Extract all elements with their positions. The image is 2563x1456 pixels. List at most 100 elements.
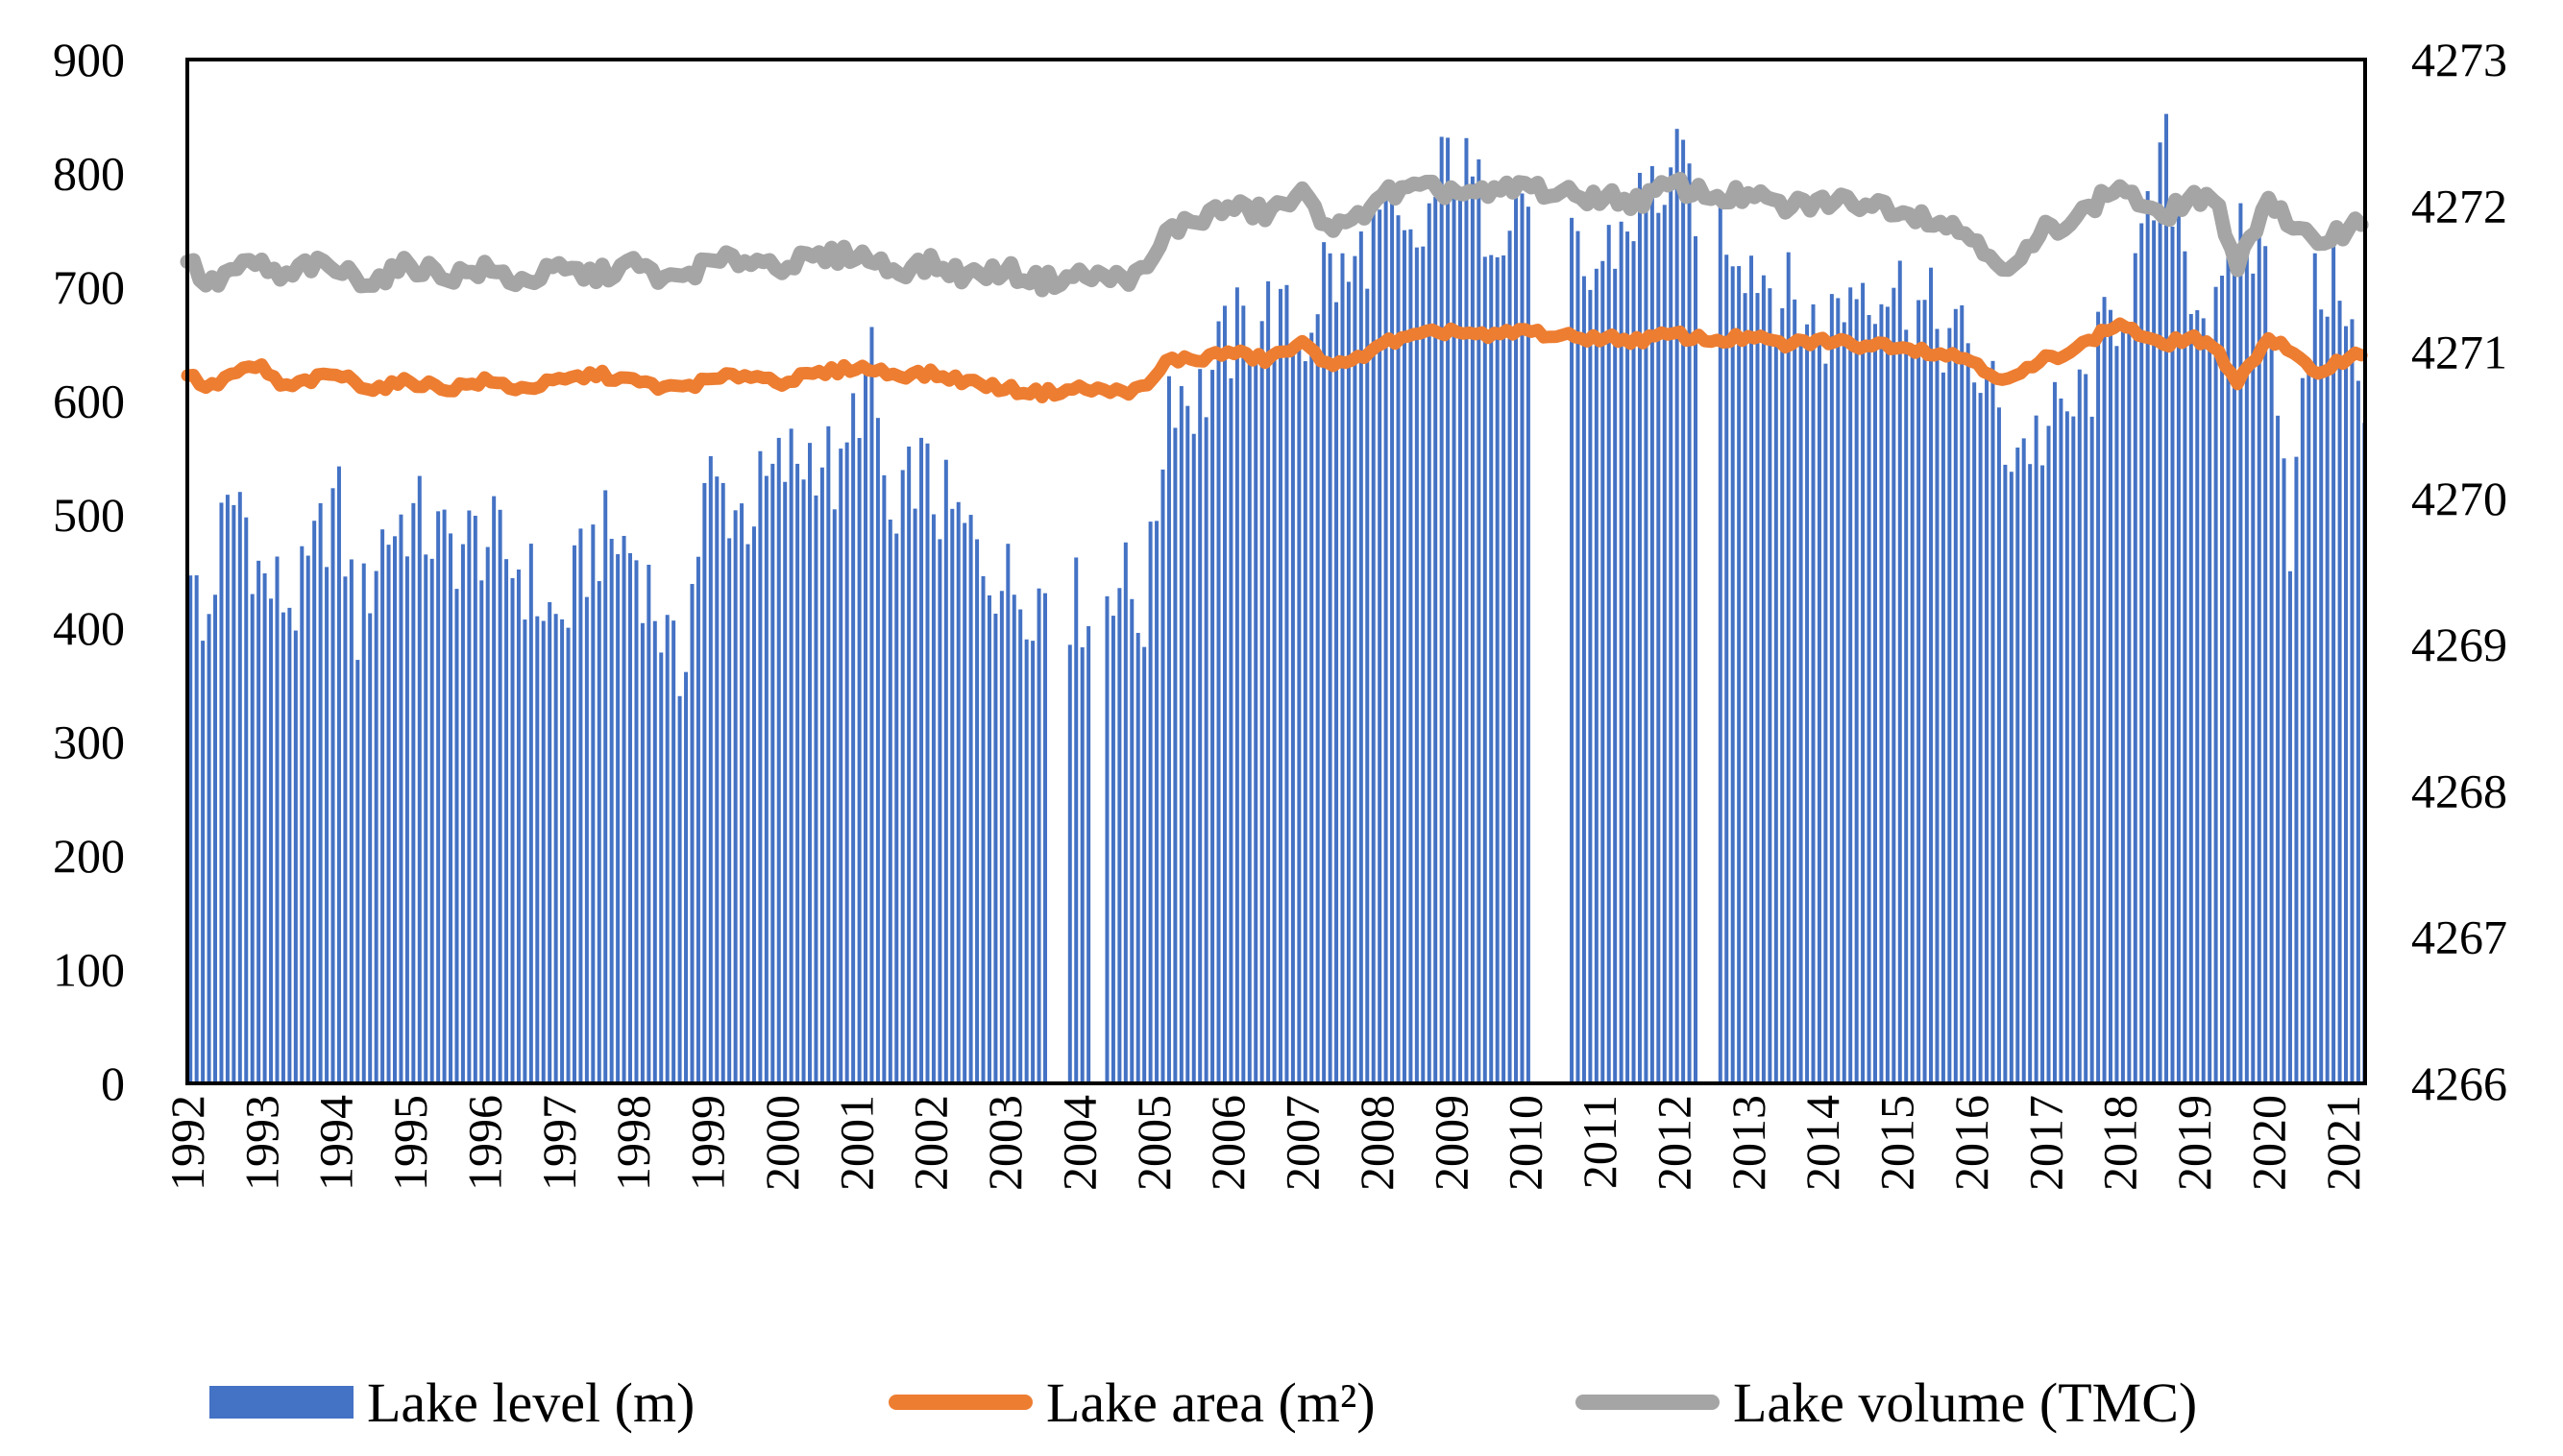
lake-level-bar — [764, 475, 769, 1083]
lake-level-bar — [2300, 377, 2305, 1083]
lake-level-bar — [1613, 268, 1618, 1083]
lake-level-bar — [2213, 286, 2218, 1083]
x-tick-label: 2018 — [2093, 1095, 2147, 1191]
lake-level-bar — [2102, 297, 2107, 1083]
lake-level-bar — [516, 570, 521, 1083]
lake-level-bar — [318, 502, 323, 1083]
lake-level-bar — [1043, 593, 1047, 1083]
lake-level-bar — [2307, 364, 2311, 1084]
x-tick-label: 2003 — [978, 1095, 1032, 1191]
lake-level-bar — [1953, 308, 1958, 1083]
lake-level-bar — [1328, 253, 1332, 1083]
lake-level-bar — [789, 428, 793, 1084]
lake-level-bar — [628, 552, 632, 1083]
lake-level-bar — [1724, 255, 1729, 1084]
x-tick-label: 2008 — [1350, 1095, 1404, 1191]
lake-level-bar — [2294, 456, 2299, 1083]
lake-level-bar — [1737, 266, 1742, 1083]
lake-level-bar — [1631, 241, 1636, 1084]
lake-level-bar — [1142, 646, 1147, 1083]
lake-level-bar — [578, 528, 583, 1083]
x-tick-label: 2016 — [1944, 1095, 1998, 1191]
lake-level-bar — [1160, 469, 1165, 1083]
lake-level-bar — [2028, 464, 2033, 1083]
lake-level-bar — [1346, 281, 1351, 1083]
lake-level-bar — [1687, 163, 1692, 1083]
lake-level-bar — [993, 613, 998, 1083]
lake-level-bar — [1012, 595, 1016, 1083]
lake-level-bar — [999, 591, 1004, 1083]
x-tick-label: 2010 — [1499, 1095, 1552, 1191]
lake-level-bar — [1836, 298, 1841, 1083]
left-y-tick-label: 400 — [53, 601, 125, 655]
lake-level-bar — [528, 544, 533, 1083]
lake-level-bar — [1897, 260, 1902, 1084]
lake-level-bar — [2152, 220, 2157, 1083]
lake-level-bar — [1798, 343, 1803, 1083]
lake-level-bar — [1848, 287, 1853, 1083]
lake-level-bar — [2015, 447, 2020, 1083]
x-tick-label: 2001 — [829, 1095, 883, 1191]
lake-level-bar — [1179, 386, 1184, 1083]
lake-level-bar — [1482, 256, 1487, 1083]
lake-level-bar — [1024, 639, 1029, 1083]
right-y-tick-label: 4269 — [2411, 618, 2507, 671]
lake-level-bar — [1922, 300, 1927, 1083]
lake-level-bar — [504, 559, 509, 1083]
lake-level-bar — [1972, 382, 1977, 1084]
lake-level-bar — [1637, 172, 1642, 1084]
lake-level-bar — [1086, 625, 1091, 1083]
lake-level-bar — [2009, 472, 2014, 1084]
lake-level-bar — [1520, 193, 1525, 1083]
lake-level-bar — [2133, 253, 2137, 1083]
x-tick-label: 1995 — [383, 1095, 437, 1191]
lake-level-bar — [454, 589, 459, 1083]
lake-level-bar — [1272, 358, 1277, 1083]
lake-level-bar — [572, 545, 576, 1083]
legend-swatch-lake-volume — [1575, 1395, 1720, 1410]
lake-level-bar — [553, 614, 558, 1083]
lake-level-bar — [393, 536, 397, 1083]
lake-level-bar — [1669, 167, 1673, 1084]
x-tick-label: 2014 — [1795, 1095, 1849, 1191]
lake-level-bar — [1340, 253, 1345, 1083]
lake-level-bar — [2337, 301, 2342, 1083]
lake-level-bar — [1074, 557, 1079, 1083]
legend: Lake level (m) Lake area (m²) Lake volum… — [0, 1364, 2563, 1441]
lake-level-bar — [1817, 338, 1821, 1084]
lake-level-bar — [844, 442, 849, 1083]
lake-level-bar — [188, 575, 193, 1083]
lake-level-bar — [888, 519, 892, 1083]
lake-level-bar — [1507, 231, 1512, 1083]
lake-level-bar — [950, 508, 955, 1083]
lake-level-bar — [758, 450, 763, 1083]
lake-level-bar — [449, 533, 453, 1083]
lake-level-bar — [2251, 273, 2256, 1084]
lake-level-bar — [2344, 326, 2349, 1084]
right-y-axis: 4266 4267 4268 4269 4270 4271 4272 4273 — [2411, 33, 2507, 1110]
lake-level-bar — [300, 546, 305, 1083]
lake-level-bar — [2176, 215, 2181, 1083]
lake-level-bar — [2158, 142, 2162, 1084]
x-tick-label: 2011 — [1573, 1095, 1626, 1189]
lake-level-bar — [715, 476, 720, 1083]
lake-level-bar — [1916, 300, 1921, 1083]
lake-level-bar — [1458, 189, 1462, 1083]
line-series-group — [180, 171, 2369, 403]
lake-level-bar — [566, 627, 571, 1083]
lake-level-bar — [2120, 325, 2125, 1084]
lake-level-bar — [943, 459, 948, 1084]
lake-level-bar — [2046, 425, 2051, 1083]
lake-level-bar — [262, 572, 267, 1083]
lake-level-bar — [1037, 588, 1041, 1083]
lake-level-bar — [2114, 346, 2119, 1083]
right-y-tick-label: 4266 — [2411, 1056, 2507, 1110]
legend-item-lake-volume: Lake volume (TMC) — [1575, 1364, 2197, 1441]
lake-level-bar — [2109, 309, 2112, 1083]
lake-level-bar — [1191, 433, 1196, 1084]
lake-level-bar — [733, 510, 738, 1083]
lake-level-bar — [745, 544, 750, 1083]
lake-level-bar — [925, 443, 930, 1083]
lake-level-bar — [1681, 139, 1686, 1084]
x-tick-label: 2017 — [2018, 1095, 2072, 1191]
